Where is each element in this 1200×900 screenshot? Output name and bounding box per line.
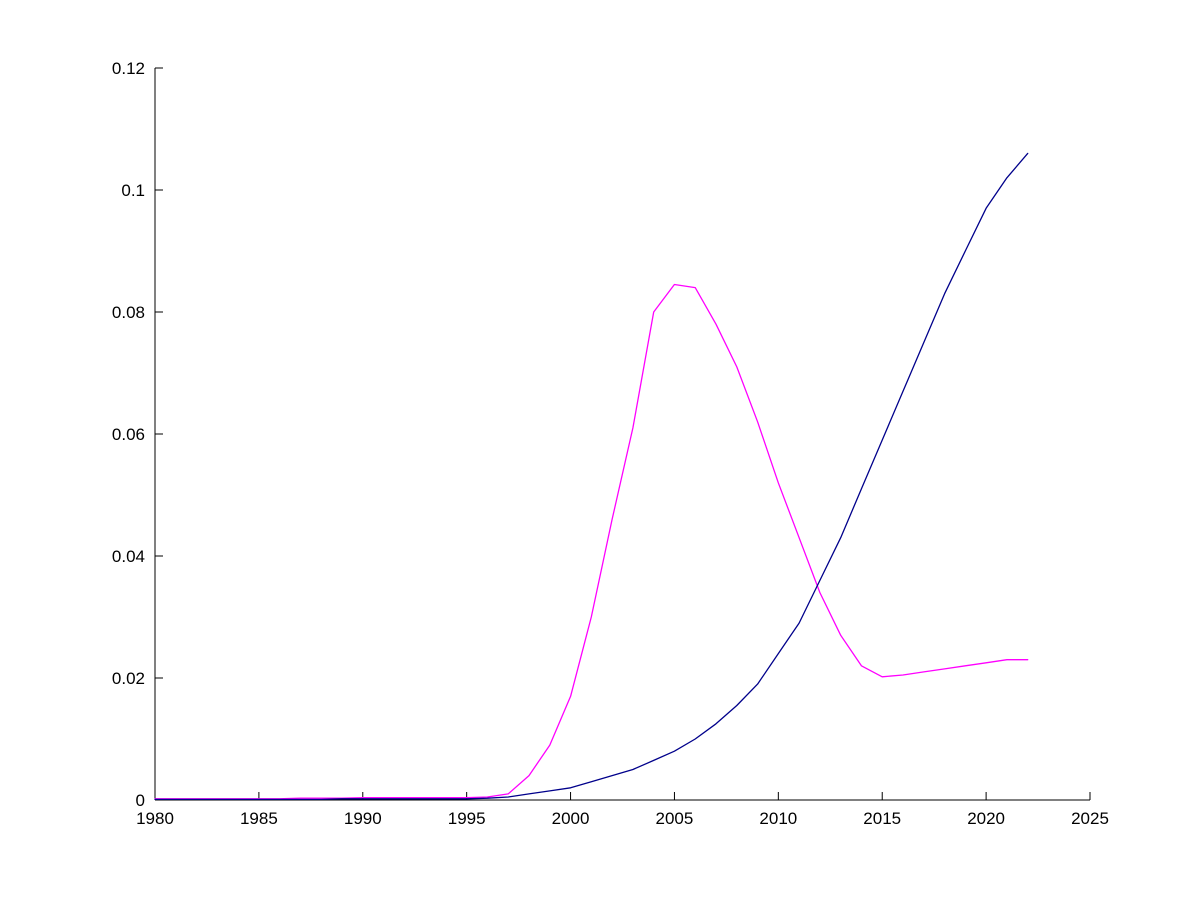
x-tick-label: 1985 [240,809,278,828]
x-tick-label: 2015 [863,809,901,828]
x-tick-label: 2020 [967,809,1005,828]
y-tick-label: 0.04 [112,547,145,566]
x-tick-label: 1995 [448,809,486,828]
y-tick-label: 0 [136,791,145,810]
y-tick-label: 0.1 [121,181,145,200]
blue-series-line [154,152,1029,801]
y-tick-label: 0.06 [112,425,145,444]
x-tick-label: 2010 [759,809,797,828]
x-tick-label: 2005 [656,809,694,828]
x-tick-label: 1990 [344,809,382,828]
x-tick-label: 2000 [552,809,590,828]
y-tick-label: 0.02 [112,669,145,688]
magenta-series-line [154,283,1029,800]
y-tick-label: 0.12 [112,59,145,78]
x-tick-label: 1980 [136,809,174,828]
x-tick-label: 2025 [1071,809,1109,828]
y-tick-label: 0.08 [112,303,145,322]
